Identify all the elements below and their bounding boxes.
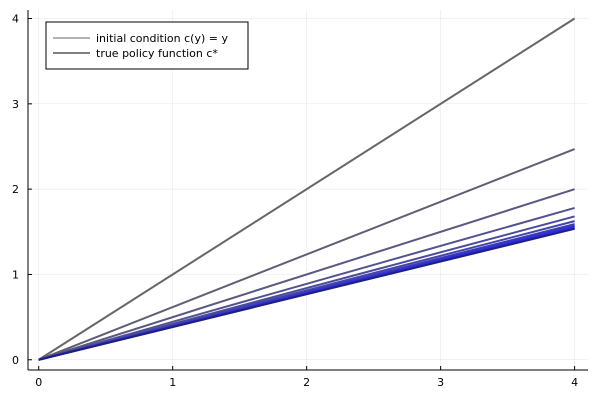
y-tick-label-2: 2 [12,183,19,196]
series-group [38,17,576,361]
y-tick-label-1: 1 [12,268,19,281]
x-tick-label-1: 1 [169,376,176,389]
legend-box [45,21,249,70]
y-tick-label-0: 0 [12,354,19,367]
series-line-2 [38,188,575,361]
legend: initial condition c(y) = y true policy f… [45,21,249,70]
y-tick-label-4: 4 [12,13,19,26]
x-tick-label-3: 3 [437,376,444,389]
legend-label-0: initial condition c(y) = y [96,32,228,45]
series-line-3 [38,206,575,361]
y-tick-label-3: 3 [12,98,19,111]
legend-label-1: true policy function c* [96,47,218,60]
series-line-1 [38,148,575,361]
series-line-0 [38,17,576,361]
x-tick-label-0: 0 [35,376,42,389]
x-tick-label-4: 4 [571,376,578,389]
axes [27,10,588,371]
series-line-10 [38,227,575,361]
tick-labels: 0 1 2 3 4 0 1 2 3 4 [12,13,578,389]
x-tick-label-2: 2 [303,376,310,389]
